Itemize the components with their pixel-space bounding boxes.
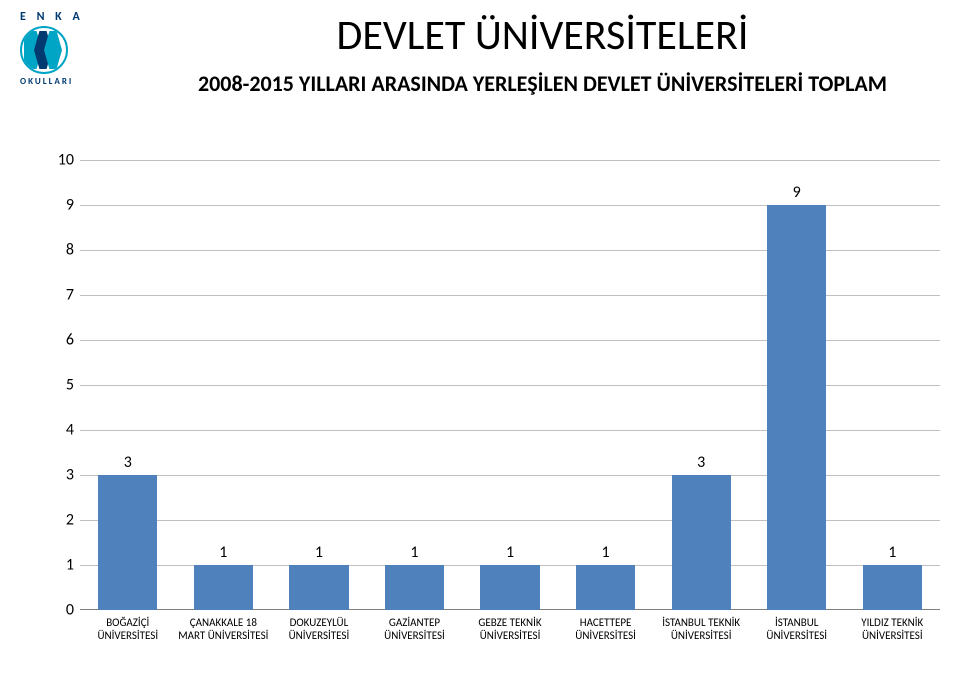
- y-tick-label: 2: [66, 511, 74, 530]
- bar: 9: [767, 205, 826, 610]
- bar-slot: 1: [462, 160, 558, 610]
- bar-value-label: 1: [315, 543, 323, 562]
- y-tick-label: 0: [66, 601, 74, 620]
- bar: 3: [98, 475, 157, 610]
- category-label: İSTANBUL TEKNİK ÜNİVERSİTESİ: [653, 612, 749, 670]
- bar-value-label: 1: [506, 543, 514, 562]
- bar: 1: [385, 565, 444, 610]
- page-title: DEVLET ÜNİVERSİTELERİ: [145, 10, 940, 61]
- bar-slot: 1: [367, 160, 463, 610]
- y-axis: 012345678910: [40, 160, 80, 610]
- bar: 1: [289, 565, 348, 610]
- logo-text-top: E N K A: [20, 10, 120, 24]
- category-label: BOĞAZİÇİ ÜNİVERSİTESİ: [80, 612, 176, 670]
- bar-slot: 1: [558, 160, 654, 610]
- bars-container: 311111391: [80, 160, 940, 610]
- bar-slot: 1: [845, 160, 941, 610]
- category-label: ÇANAKKALE 18 MART ÜNİVERSİTESİ: [176, 612, 272, 670]
- bar-chart: 012345678910 311111391 BOĞAZİÇİ ÜNİVERSİ…: [40, 160, 940, 670]
- y-tick-label: 6: [66, 331, 74, 350]
- y-tick-label: 9: [66, 196, 74, 215]
- y-tick-label: 5: [66, 376, 74, 395]
- bar: 1: [863, 565, 922, 610]
- logo: E N K A OKULLARI: [20, 10, 120, 80]
- slide: E N K A OKULLARI DEVLET ÜNİVERSİTELERİ 2…: [0, 0, 960, 700]
- category-label: GAZİANTEP ÜNİVERSİTESİ: [367, 612, 463, 670]
- plot-area: 311111391: [80, 160, 940, 610]
- bar-slot: 3: [80, 160, 176, 610]
- bar-slot: 3: [653, 160, 749, 610]
- bar-value-label: 1: [410, 543, 418, 562]
- category-label: HACETTEPE ÜNİVERSİTESİ: [558, 612, 654, 670]
- y-tick-label: 10: [58, 151, 74, 170]
- y-tick-label: 4: [66, 421, 74, 440]
- bar-value-label: 1: [602, 543, 610, 562]
- bar: 1: [576, 565, 635, 610]
- bar-value-label: 1: [219, 543, 227, 562]
- logo-text-bottom: OKULLARI: [20, 76, 120, 87]
- category-label: YILDIZ TEKNİK ÜNİVERSİTESİ: [845, 612, 941, 670]
- y-tick-label: 1: [66, 556, 74, 575]
- y-tick-label: 8: [66, 241, 74, 260]
- category-label: DOKUZEYLÜL ÜNİVERSİTESİ: [271, 612, 367, 670]
- bar: 1: [480, 565, 539, 610]
- bar-value-label: 9: [793, 183, 801, 202]
- bar-value-label: 1: [888, 543, 896, 562]
- bar-value-label: 3: [697, 453, 705, 472]
- y-tick-label: 7: [66, 286, 74, 305]
- bar: 1: [194, 565, 253, 610]
- page-subtitle: 2008-2015 YILLARI ARASINDA YERLEŞİLEN DE…: [145, 70, 940, 98]
- category-label: İSTANBUL ÜNİVERSİTESİ: [749, 612, 845, 670]
- bar-slot: 1: [176, 160, 272, 610]
- logo-mark: [20, 26, 68, 74]
- bar: 3: [672, 475, 731, 610]
- y-tick-label: 3: [66, 466, 74, 485]
- x-axis-categories: BOĞAZİÇİ ÜNİVERSİTESİÇANAKKALE 18 MART Ü…: [80, 612, 940, 670]
- bar-value-label: 3: [124, 453, 132, 472]
- category-label: GEBZE TEKNİK ÜNİVERSİTESİ: [462, 612, 558, 670]
- bar-slot: 1: [271, 160, 367, 610]
- bar-slot: 9: [749, 160, 845, 610]
